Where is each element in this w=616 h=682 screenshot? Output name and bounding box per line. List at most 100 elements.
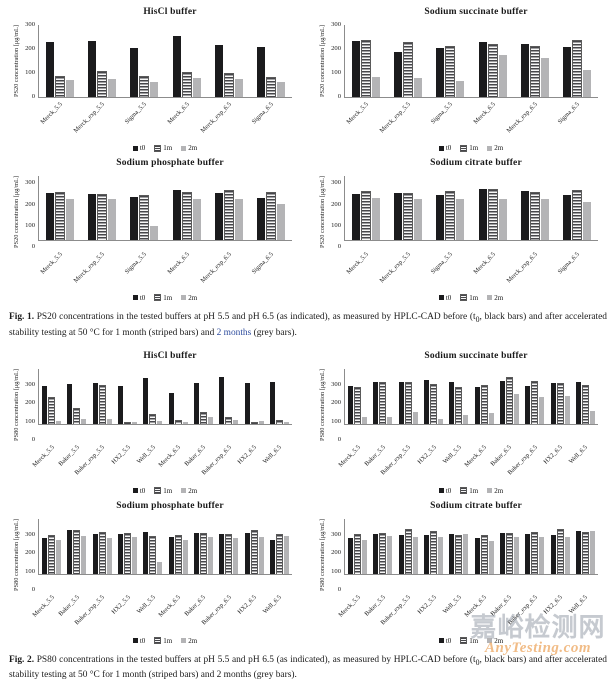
- bar-groups: [39, 519, 292, 574]
- y-tick-label: 300: [331, 381, 341, 388]
- y-tick-label: 100: [331, 69, 341, 77]
- bar-2m-Baker_5.5: [81, 536, 87, 574]
- bar-1m-Well_6.5: [581, 384, 589, 424]
- bar-t0-Merck_6.5: [168, 536, 174, 574]
- bar-group-Merck_6.5: [471, 519, 496, 574]
- bar-1m-HX2_6.5: [250, 422, 258, 424]
- x-axis-labels: Merck_5.5 Merck_exp_5.5 Sigma_5.5 Merck_6.5…: [38, 248, 292, 290]
- figure2-chart-grid: HisCl buffer PS80 concentration [μg/mL] …: [0, 346, 616, 648]
- bar-t0-Baker_exp_5.5: [398, 382, 404, 424]
- bar-2m-Merck_6.5: [192, 198, 201, 240]
- bar-1m-Sigma_6.5: [265, 76, 276, 97]
- bar-1m-Well_5.5: [149, 536, 157, 574]
- bar-1m-Merck_exp_5.5: [97, 193, 108, 240]
- bar-t0-Baker_5.5: [67, 384, 73, 424]
- bar-group-Merck_5.5: [345, 519, 370, 574]
- bar-1m-Merck_exp_5.5: [403, 192, 414, 240]
- bar-2m-HX2_6.5: [258, 536, 264, 574]
- chart-title: Sodium phosphate buffer: [116, 500, 224, 511]
- caption-text: PS20 concentrations in the tested buffer…: [36, 311, 476, 322]
- legend-label: t0: [139, 144, 146, 152]
- legend-swatch-icon: [132, 295, 138, 301]
- bar-1m-Sigma_6.5: [571, 40, 582, 97]
- bar-t0-Baker_exp_6.5: [219, 377, 225, 424]
- legend-item-1m: 1m: [460, 144, 478, 152]
- bar-group-HX2_5.5: [115, 369, 140, 424]
- chart-body: PS80 concentration [μg/mL] 0 100 200 300 Me…: [6, 518, 304, 648]
- legend-label: 1m: [163, 144, 173, 152]
- bar-1m-Merck_exp_6.5: [223, 73, 234, 97]
- legend-swatch-icon: [438, 145, 444, 151]
- legend-label: t0: [139, 293, 146, 302]
- bar-2m-Baker_exp_6.5: [233, 538, 239, 574]
- bar-2m-Sigma_6.5: [582, 69, 591, 97]
- legend-item-1m: 1m: [154, 144, 172, 152]
- bar-2m-Merck_5.5: [372, 77, 381, 97]
- figure1-chart-grid: HisCl buffer PS20 concentration [μg/mL] …: [0, 0, 616, 305]
- legend-swatch-icon: [181, 488, 187, 494]
- y-tick-label: 0: [337, 436, 341, 443]
- bar-group-Baker_5.5: [370, 519, 395, 574]
- legend-swatch-icon: [438, 488, 444, 494]
- bar-t0-Baker_5.5: [67, 530, 73, 574]
- x-axis-labels: Merck_5.5 Baker_5.5 Baker_exp_5.5 HX2_5.5 We…: [31, 441, 292, 483]
- chart-legend: t0 1m 2m: [344, 144, 598, 155]
- y-tick-label: 200: [331, 549, 341, 557]
- bar-2m-Merck_exp_6.5: [540, 199, 549, 240]
- bar-t0-Baker_5.5: [373, 533, 379, 574]
- chart-title: HisCl buffer: [143, 7, 197, 17]
- bar-group-Sigma_5.5: [429, 25, 471, 97]
- bar-t0-Baker_exp_6.5: [219, 534, 225, 574]
- bar-group-Merck_5.5: [39, 519, 64, 574]
- bar-groups: [39, 25, 292, 97]
- bar-t0-Baker_6.5: [193, 383, 199, 424]
- bar-2m-Well_5.5: [463, 415, 469, 424]
- bar-group-Merck_5.5: [39, 176, 81, 240]
- figure1-caption: Fig. 1. PS20 concentrations in the teste…: [9, 310, 607, 340]
- bar-1m-Baker_exp_5.5: [404, 381, 412, 424]
- bar-groups: [345, 25, 598, 97]
- y-axis-title: PS20 concentration [μg/mL]: [319, 25, 326, 98]
- y-tick-label: 100: [25, 222, 35, 230]
- legend-item-1m: 1m: [460, 637, 478, 645]
- bar-1m-Well_6.5: [275, 534, 283, 574]
- y-axis-title: PS80 concentration [μg/mL]: [319, 518, 326, 591]
- bar-t0-Baker_exp_5.5: [92, 533, 98, 574]
- bar-1m-HX2_6.5: [250, 530, 258, 574]
- bar-groups: [345, 519, 598, 574]
- bar-t0-HX2_6.5: [550, 535, 556, 574]
- bar-group-Well_5.5: [140, 369, 165, 424]
- bar-t0-Merck_5.5: [348, 537, 354, 574]
- legend-item-t0: t0: [438, 144, 451, 152]
- bar-t0-Sigma_5.5: [130, 196, 139, 240]
- bar-2m-Baker_exp_5.5: [412, 536, 418, 574]
- legend-swatch-icon: [154, 294, 162, 302]
- legend-item-t0: t0: [438, 294, 451, 302]
- bar-group-Baker_5.5: [370, 369, 395, 424]
- bar-2m-Well_6.5: [589, 411, 595, 424]
- bar-2m-HX2_5.5: [132, 537, 138, 574]
- chart-succinate-ps20: Sodium succinate buffer PS20 concentrati…: [312, 4, 610, 155]
- bar-group-Merck_6.5: [472, 176, 514, 240]
- legend-label: t0: [445, 636, 452, 645]
- bar-t0-Well_5.5: [449, 534, 455, 574]
- bar-t0-HX2_5.5: [118, 533, 124, 574]
- plot-area: [344, 368, 598, 425]
- chart-citrate-ps80: Sodium citrate buffer PS80 concentration…: [312, 498, 610, 648]
- caption-link-2-months[interactable]: 2 months: [216, 327, 252, 338]
- y-tick-label: 0: [337, 93, 341, 101]
- bar-2m-Merck_6.5: [488, 413, 494, 424]
- chart-body: PS20 concentration [μg/mL] 0 100 200 300 Me…: [6, 176, 304, 305]
- legend-item-2m: 2m: [487, 487, 503, 495]
- bar-t0-Merck_5.5: [352, 41, 361, 97]
- bar-t0-Well_5.5: [143, 377, 149, 424]
- bar-2m-Merck_5.5: [56, 420, 62, 424]
- x-axis-labels: Merck_5.5 Baker_5.5 Baker_exp_5.5 HX2_5.5 We…: [31, 591, 292, 633]
- bar-group-Baker_exp_6.5: [522, 519, 547, 574]
- bar-1m-Merck_exp_5.5: [97, 71, 108, 97]
- chart-citrate-ps20: Sodium citrate buffer PS20 concentration…: [312, 155, 610, 305]
- bar-2m-Well_5.5: [463, 533, 469, 574]
- y-tick-label: 0: [337, 243, 341, 251]
- bar-group-Merck_6.5: [166, 25, 208, 97]
- bar-2m-Sigma_6.5: [582, 202, 591, 240]
